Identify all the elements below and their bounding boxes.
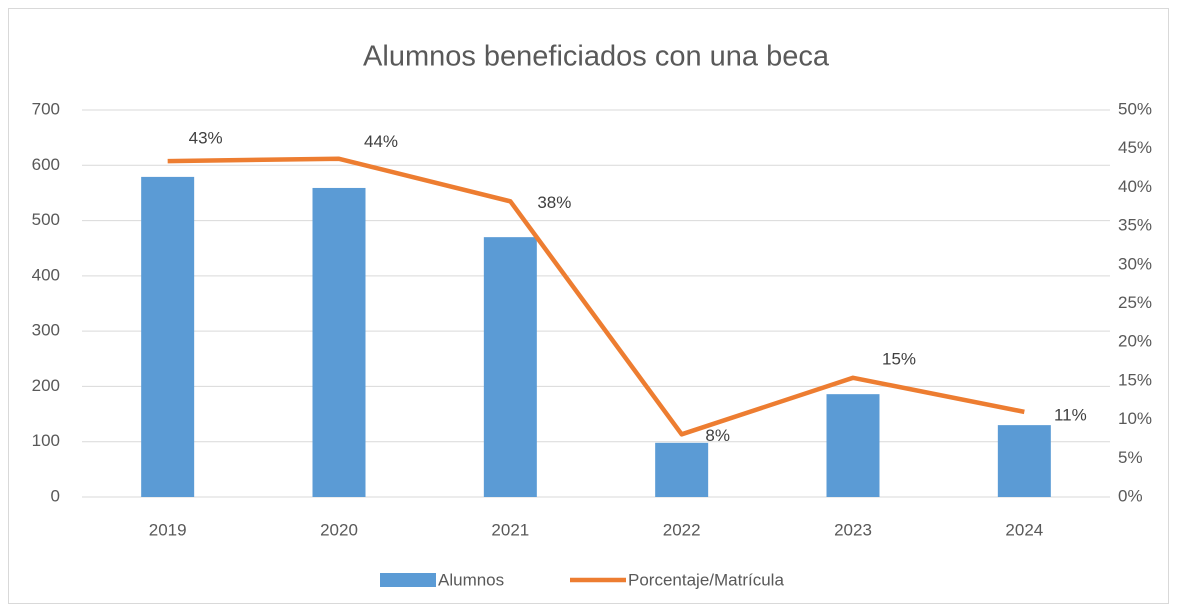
data-label: 8% [705, 426, 730, 445]
y2-tick-label: 35% [1118, 216, 1152, 235]
y2-tick-label: 15% [1118, 370, 1152, 389]
data-label: 44% [364, 132, 398, 151]
x-tick-label: 2024 [1005, 520, 1043, 539]
legend-label: Porcentaje/Matrícula [628, 570, 784, 589]
line [167, 156, 1025, 437]
y2-tick-label: 0% [1118, 486, 1143, 505]
y-tick-label: 0 [51, 486, 60, 505]
chart-title: Alumnos beneficiados con una beca [363, 41, 830, 73]
x-tick-label: 2020 [320, 520, 358, 539]
bar [312, 187, 366, 497]
data-label: 38% [537, 193, 571, 212]
y2-tick-label: 10% [1118, 409, 1152, 428]
bar [655, 442, 709, 497]
y-tick-label: 600 [32, 155, 60, 174]
y2-tick-label: 20% [1118, 332, 1152, 351]
y2-tick-label: 50% [1118, 99, 1152, 118]
x-tick-label: 2021 [491, 520, 529, 539]
y2-tick-label: 30% [1118, 254, 1152, 273]
x-tick-label: 2023 [834, 520, 872, 539]
y2-tick-label: 25% [1118, 293, 1152, 312]
bar [826, 394, 880, 497]
y-tick-label: 100 [32, 431, 60, 450]
legend-swatch [380, 573, 436, 587]
y-tick-label: 400 [32, 265, 60, 284]
data-label: 43% [189, 129, 223, 148]
y-tick-label: 200 [32, 376, 60, 395]
bar [141, 176, 195, 497]
y-tick-label: 500 [32, 210, 60, 229]
y2-tick-label: 45% [1118, 138, 1152, 157]
y-tick-label: 700 [32, 99, 60, 118]
x-tick-label: 2022 [663, 520, 701, 539]
bar [483, 237, 537, 497]
legend-label: Alumnos [438, 570, 504, 589]
data-label: 11% [1054, 405, 1087, 424]
y2-tick-label: 5% [1118, 448, 1143, 467]
bar [997, 425, 1051, 497]
y-tick-label: 300 [32, 321, 60, 340]
x-tick-label: 2019 [149, 520, 187, 539]
y2-tick-label: 40% [1118, 177, 1152, 196]
data-label: 15% [882, 349, 916, 368]
